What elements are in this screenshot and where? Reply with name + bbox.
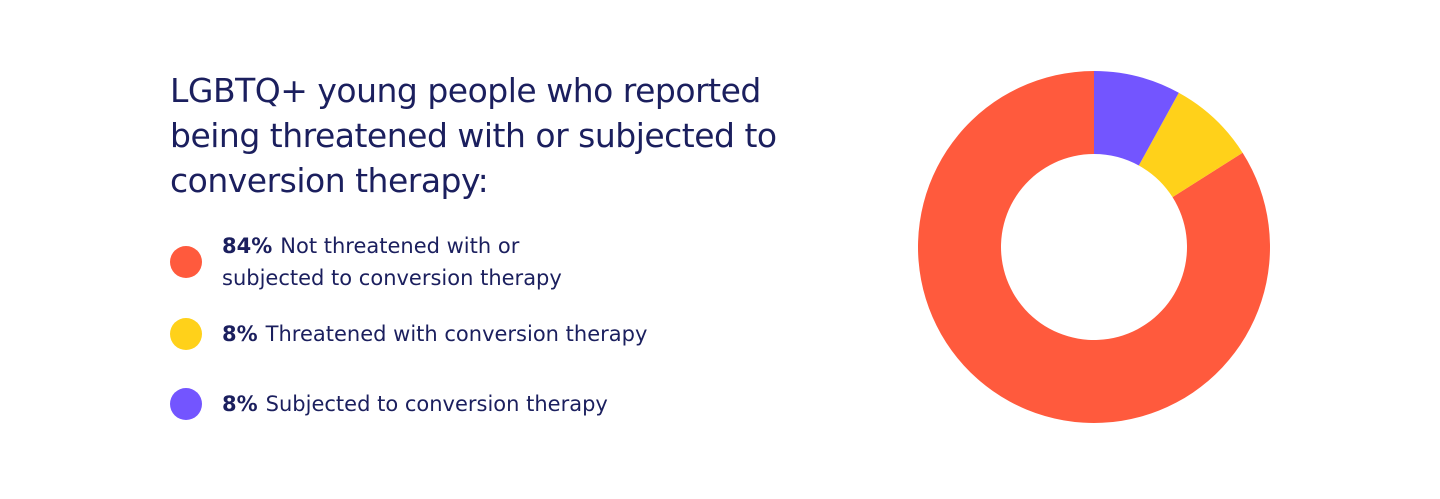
- legend-entry: 84% Not threatened with or subjected to c…: [222, 230, 602, 294]
- legend-label: Threatened with conversion therapy: [265, 322, 648, 346]
- chart-title: LGBTQ+ young people who reported being t…: [170, 71, 777, 200]
- legend-label: Subjected to conversion therapy: [265, 392, 608, 416]
- legend-swatch: [170, 388, 202, 420]
- legend-label: Not threatened with or subjected to conv…: [222, 234, 562, 290]
- donut-slice: [917, 71, 1270, 424]
- value-label: 8%: [222, 322, 258, 346]
- value-label: 8%: [222, 392, 258, 416]
- donut-slice: [1094, 71, 1179, 166]
- legend-entry: 8% Threatened with conversion therapy: [222, 318, 647, 350]
- legend-swatch: [170, 318, 202, 350]
- donut-slice: [1138, 92, 1243, 198]
- legend-entry: 8% Subjected to conversion therapy: [222, 388, 608, 420]
- value-label: 84%: [222, 234, 273, 258]
- legend-swatch: [170, 246, 202, 278]
